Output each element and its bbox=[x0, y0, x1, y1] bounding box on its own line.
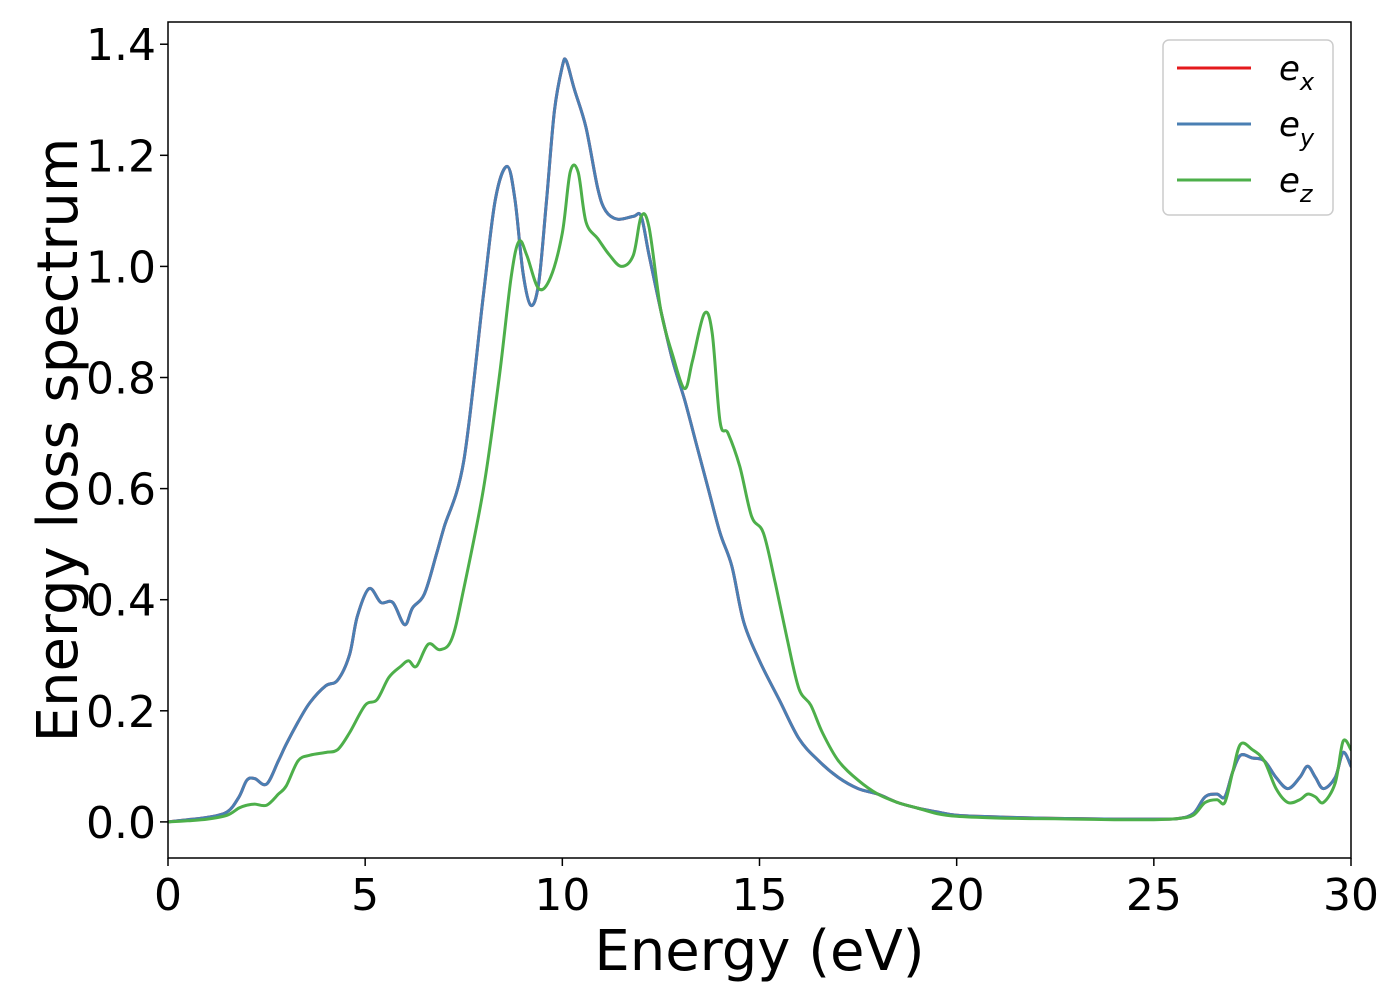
legend-label: ey bbox=[1279, 105, 1315, 152]
plot-series-group bbox=[168, 57, 1351, 824]
legend-item-y: ey bbox=[1177, 105, 1315, 152]
y-tick-label: 1.2 bbox=[86, 131, 156, 182]
x-tick-label: 10 bbox=[534, 870, 590, 921]
y-tick-label: 1.4 bbox=[86, 20, 156, 71]
y-tick-label: 0.0 bbox=[86, 798, 156, 849]
legend-label: ez bbox=[1279, 161, 1314, 208]
x-tick-label: 0 bbox=[154, 870, 182, 921]
y-tick-label: 0.6 bbox=[86, 465, 156, 516]
legend-item-z: ez bbox=[1177, 161, 1314, 208]
y-tick-label: 0.2 bbox=[86, 687, 156, 738]
x-axis: 0 5 10 15 20 25 30 bbox=[154, 858, 1379, 921]
x-tick-label: 30 bbox=[1323, 870, 1379, 921]
legend-label: ex bbox=[1279, 49, 1315, 96]
legend-box bbox=[1162, 39, 1334, 216]
legend-item-x: ex bbox=[1177, 49, 1315, 96]
y-axis: 0.0 0.2 0.4 0.6 0.8 1.0 1.2 1.4 bbox=[86, 20, 168, 849]
y-axis-label: Energy loss spectrum bbox=[26, 138, 91, 743]
x-tick-label: 20 bbox=[929, 870, 985, 921]
series-line-z bbox=[168, 163, 1351, 824]
y-tick-label: 1.0 bbox=[86, 242, 156, 293]
y-tick-label: 0.4 bbox=[86, 576, 156, 627]
x-tick-label: 15 bbox=[732, 870, 788, 921]
x-tick-label: 5 bbox=[351, 870, 379, 921]
x-axis-label: Energy (eV) bbox=[594, 919, 924, 984]
y-tick-label: 0.8 bbox=[86, 354, 156, 405]
x-tick-label: 25 bbox=[1126, 870, 1182, 921]
legend: ex ey ez bbox=[1162, 39, 1334, 216]
